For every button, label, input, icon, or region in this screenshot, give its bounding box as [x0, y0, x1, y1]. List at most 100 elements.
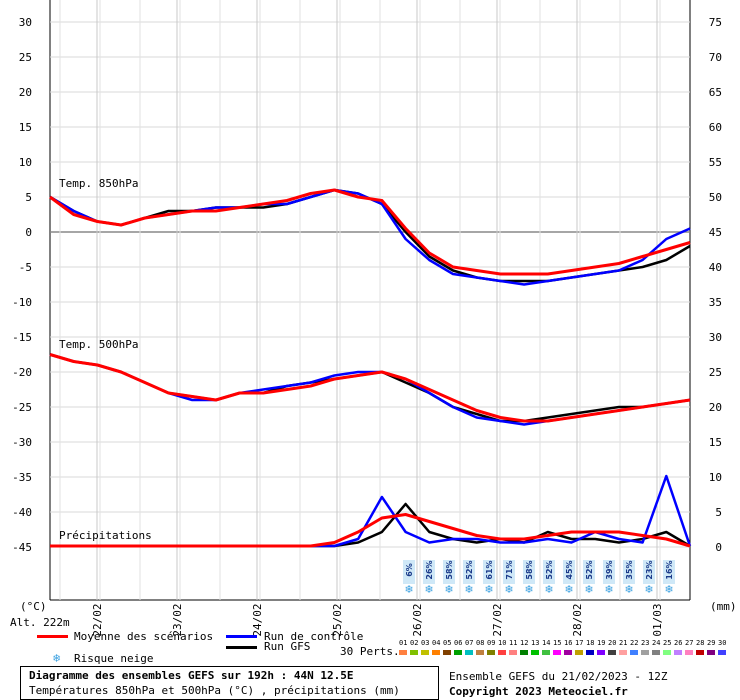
x-tick-label: 26/02 — [411, 603, 424, 636]
chart-title: Diagramme des ensembles GEFS sur 192h : … — [29, 669, 354, 682]
left-tick-label: -5 — [19, 261, 32, 274]
pert-id: 05 — [443, 639, 452, 647]
pert-id: 01 — [399, 639, 408, 647]
left-tick-label: -15 — [12, 331, 32, 344]
pert-color-swatch — [652, 650, 660, 655]
series-line-850 — [49, 188, 691, 286]
right-tick-label: 65 — [709, 86, 722, 99]
pert-id: 17 — [575, 639, 584, 647]
pert-id: 15 — [553, 639, 562, 647]
x-tick-label: 24/02 — [251, 603, 264, 636]
snow-risk-value: 58% — [445, 560, 454, 579]
snow-risk-value: 52% — [585, 560, 594, 579]
pert-color-swatch — [685, 650, 693, 655]
left-tick-label: -45 — [12, 541, 32, 554]
snow-flake-icon: ❄ — [504, 583, 513, 596]
right-tick-label: 15 — [709, 436, 722, 449]
pert-id: 30 — [718, 639, 727, 647]
pert-id: 10 — [498, 639, 507, 647]
snow-risk-value: 52% — [545, 560, 554, 579]
snow-risk-cell — [443, 560, 455, 584]
series-line-850 — [49, 188, 691, 276]
snow-risk-value: 58% — [525, 560, 534, 579]
pert-id: 14 — [542, 639, 551, 647]
snow-flake-icon: ❄ — [444, 583, 453, 596]
grid — [49, 0, 691, 601]
pert-id: 24 — [652, 639, 661, 647]
snow-risk-value: 71% — [505, 560, 514, 579]
snow-risk-cell — [503, 560, 515, 584]
snow-risk-row: 6% ❄ 26% ❄ 58% ❄ 52% ❄ 61% ❄ 71% ❄ 58% ❄ 52% ❄ 45% ❄ 52% ❄ 3… — [403, 560, 675, 596]
pert-color-swatch — [597, 650, 605, 655]
left-tick-label: 20 — [19, 86, 32, 99]
pert-color-swatch — [608, 650, 616, 655]
pert-id: 22 — [630, 639, 639, 647]
pert-color-swatch — [520, 650, 528, 655]
altitude-label: Alt. 222m — [10, 616, 70, 629]
series-line-precip — [50, 513, 691, 548]
snow-risk-cell — [463, 560, 475, 584]
pert-color-swatch — [465, 650, 473, 655]
snow-flake-icon: ❄ — [564, 583, 573, 596]
right-tick-label: 40 — [709, 261, 722, 274]
title-box: Diagramme des ensembles GEFS sur 192h : … — [20, 666, 439, 700]
pert-id: 13 — [531, 639, 540, 647]
snow-flake-icon: ❄ — [644, 583, 653, 596]
left-tick-label: 0 — [25, 226, 32, 239]
right-axis-label: (mm) — [710, 600, 737, 613]
left-tick-label: 5 — [25, 191, 32, 204]
pert-id: 20 — [608, 639, 617, 647]
left-tick-label: -40 — [12, 506, 32, 519]
snow-flake-icon: ❄ — [524, 583, 533, 596]
pert-color-swatch — [696, 650, 704, 655]
legend-mean-label: Moyenne des scénarios — [74, 630, 214, 643]
left-tick-label: -10 — [12, 296, 32, 309]
panel-label-850: Temp. 850hPa — [59, 177, 139, 190]
legend-mean-swatch — [37, 635, 68, 638]
snow-risk-cell — [403, 560, 415, 584]
snow-flake-icon: ❄ — [424, 583, 433, 596]
pert-id: 28 — [696, 639, 705, 647]
snow-risk-value: 26% — [425, 560, 434, 579]
pert-color-swatch — [553, 650, 561, 655]
right-tick-label: 35 — [709, 296, 722, 309]
x-tick-label: 22/02 — [91, 603, 104, 636]
snow-flake-icon: ❄ — [484, 583, 493, 596]
left-tick-label: 25 — [19, 51, 32, 64]
snow-risk-cell — [423, 560, 435, 584]
pert-id: 11 — [509, 639, 518, 647]
series-line-500 — [49, 353, 691, 423]
snow-risk-cell — [563, 560, 575, 584]
snow-risk-value: 39% — [605, 560, 614, 579]
pert-color-swatch — [630, 650, 638, 655]
right-tick-label: 45 — [709, 226, 722, 239]
pert-id: 02 — [410, 639, 419, 647]
snow-risk-cell — [623, 560, 635, 584]
pert-id: 21 — [619, 639, 628, 647]
pert-color-swatch — [663, 650, 671, 655]
pert-color-swatch — [619, 650, 627, 655]
pert-color-swatch — [674, 650, 682, 655]
left-tick-label: -25 — [12, 401, 32, 414]
snow-risk-value: 23% — [645, 560, 654, 579]
legend-snow-icon: ❄ — [53, 651, 61, 665]
snow-risk-cell — [643, 560, 655, 584]
pert-color-swatch — [487, 650, 495, 655]
panel-label-500: Temp. 500hPa — [59, 338, 139, 351]
snow-risk-value: 16% — [665, 560, 674, 579]
snow-flake-icon: ❄ — [664, 583, 673, 596]
left-tick-label: 30 — [19, 16, 32, 29]
snow-risk-cell — [523, 560, 535, 584]
x-tick-label: 23/02 — [171, 603, 184, 636]
pert-id: 07 — [465, 639, 474, 647]
x-tick-label: 01/03 — [651, 603, 664, 636]
pert-color-swatch — [432, 650, 440, 655]
pert-id: 18 — [586, 639, 595, 647]
pert-color-swatch — [586, 650, 594, 655]
snow-risk-value: 52% — [465, 560, 474, 579]
pert-color-swatch — [443, 650, 451, 655]
snow-risk-value: 35% — [625, 560, 634, 579]
right-tick-label: 55 — [709, 156, 722, 169]
